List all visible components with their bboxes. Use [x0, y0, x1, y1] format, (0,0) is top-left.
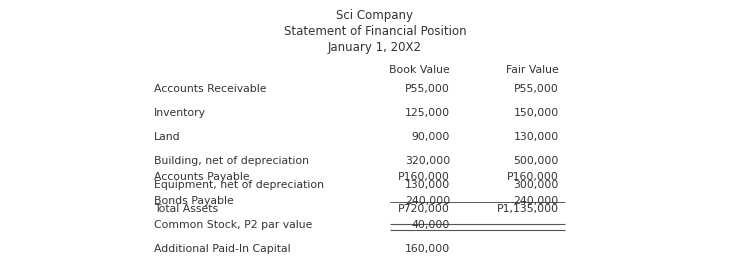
Text: P55,000: P55,000	[514, 84, 559, 94]
Text: Common Stock, P2 par value: Common Stock, P2 par value	[154, 220, 312, 230]
Text: 130,000: 130,000	[405, 180, 450, 190]
Text: 150,000: 150,000	[514, 108, 559, 118]
Text: P1,135,000: P1,135,000	[496, 204, 559, 214]
Text: 300,000: 300,000	[513, 180, 559, 190]
Text: Book Value: Book Value	[389, 65, 450, 75]
Text: P160,000: P160,000	[507, 172, 559, 182]
Text: Accounts Payable: Accounts Payable	[154, 172, 249, 182]
Text: 125,000: 125,000	[405, 108, 450, 118]
Text: 240,000: 240,000	[514, 196, 559, 206]
Text: Statement of Financial Position: Statement of Financial Position	[284, 25, 466, 38]
Text: 40,000: 40,000	[412, 220, 450, 230]
Text: Additional Paid-In Capital: Additional Paid-In Capital	[154, 244, 290, 254]
Text: 90,000: 90,000	[412, 132, 450, 142]
Text: Land: Land	[154, 132, 180, 142]
Text: 500,000: 500,000	[513, 156, 559, 166]
Text: 130,000: 130,000	[514, 132, 559, 142]
Text: Fair Value: Fair Value	[506, 65, 559, 75]
Text: 320,000: 320,000	[405, 156, 450, 166]
Text: Bonds Payable: Bonds Payable	[154, 196, 233, 206]
Text: Equipment, net of depreciation: Equipment, net of depreciation	[154, 180, 324, 190]
Text: Inventory: Inventory	[154, 108, 206, 118]
Text: Building, net of depreciation: Building, net of depreciation	[154, 156, 309, 166]
Text: 240,000: 240,000	[405, 196, 450, 206]
Text: Total Assets: Total Assets	[154, 204, 218, 214]
Text: 160,000: 160,000	[405, 244, 450, 254]
Text: Sci Company: Sci Company	[337, 9, 413, 22]
Text: January 1, 20X2: January 1, 20X2	[328, 41, 422, 54]
Text: P55,000: P55,000	[405, 84, 450, 94]
Text: P720,000: P720,000	[398, 204, 450, 214]
Text: P160,000: P160,000	[398, 172, 450, 182]
Text: Accounts Receivable: Accounts Receivable	[154, 84, 266, 94]
